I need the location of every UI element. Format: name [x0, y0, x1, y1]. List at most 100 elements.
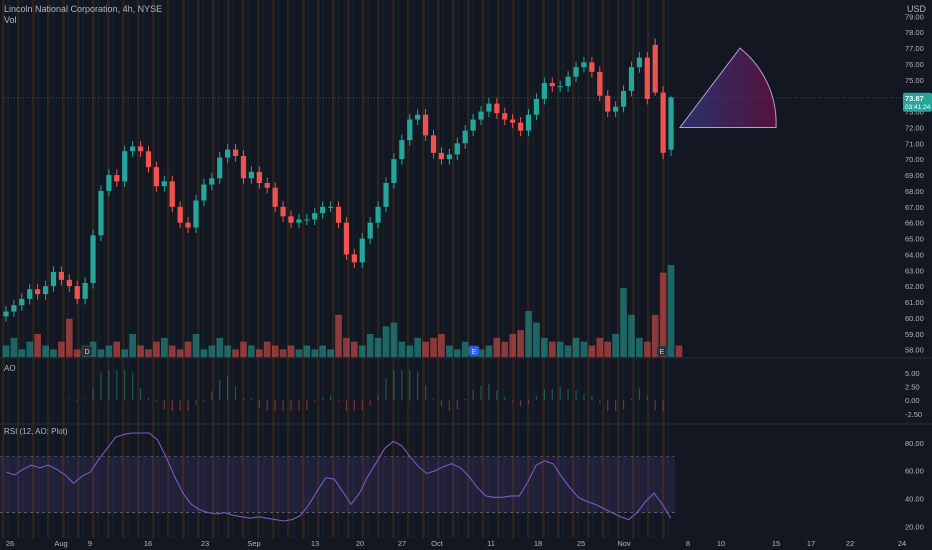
- volume-bar: [533, 322, 540, 357]
- price-tick-label: 66.00: [905, 219, 924, 228]
- ao-bar: [195, 400, 197, 405]
- session-stripe: [512, 0, 515, 538]
- price-tick-label: 58.00: [905, 346, 924, 355]
- candle-body: [42, 286, 49, 295]
- volume-bar: [10, 337, 18, 357]
- ao-bar: [456, 400, 458, 410]
- session-stripe: [182, 0, 185, 538]
- session-stripe: [247, 0, 250, 538]
- session-stripe: [217, 0, 220, 538]
- ao-bar: [274, 400, 276, 412]
- session-stripe: [502, 0, 505, 538]
- session-stripe: [337, 0, 340, 538]
- volume-bar: [176, 349, 184, 357]
- ao-bar: [464, 398, 466, 401]
- earnings-icon[interactable]: E: [468, 345, 480, 357]
- ao-bar: [385, 378, 387, 401]
- symbol-title[interactable]: Lincoln National Corporation, 4h, NYSE: [4, 4, 163, 14]
- candle-body: [201, 184, 207, 201]
- ao-bar: [84, 399, 86, 401]
- session-stripe: [652, 0, 655, 538]
- candle-body: [573, 67, 579, 77]
- session-stripe: [127, 0, 130, 538]
- volume-bar: [628, 314, 635, 357]
- session-stripe: [187, 0, 190, 538]
- time-tick-label: 26: [6, 539, 14, 548]
- session-stripe: [367, 0, 370, 538]
- candle-body: [383, 183, 389, 207]
- dividend-icon[interactable]: D: [81, 345, 93, 357]
- ao-bar: [472, 389, 474, 401]
- ao-bar: [543, 388, 545, 401]
- candle-body: [11, 305, 17, 312]
- price-badge-box: [903, 92, 932, 112]
- ao-bar: [329, 395, 332, 401]
- rsi-line: [6, 432, 672, 522]
- volume-pane: [2, 265, 683, 357]
- session-stripe: [527, 0, 530, 538]
- session-stripe: [287, 0, 290, 538]
- volume-bar: [121, 349, 129, 357]
- ao-bar: [298, 400, 300, 412]
- volume-bar: [414, 337, 422, 357]
- price-tick-label: 78.00: [905, 28, 924, 37]
- volume-bar: [335, 314, 342, 357]
- session-stripe: [212, 0, 215, 538]
- session-stripe: [242, 0, 245, 538]
- session-stripe: [262, 0, 265, 538]
- volume-bar: [643, 341, 651, 357]
- candle-body: [145, 151, 152, 168]
- candle-body: [668, 97, 674, 150]
- ao-bar: [290, 400, 292, 412]
- ao-legend: AO: [4, 364, 16, 373]
- ao-bar: [662, 400, 664, 412]
- ao-bar: [337, 400, 340, 402]
- candle-body: [470, 119, 476, 131]
- session-stripe: [17, 0, 20, 538]
- ao-bar: [282, 400, 284, 412]
- volume-bar: [477, 349, 485, 357]
- candle-body: [114, 175, 120, 182]
- ao-bar: [76, 400, 78, 402]
- candle-body: [264, 183, 270, 188]
- time-tick-label: 11: [487, 539, 495, 548]
- volume-bar: [279, 349, 287, 357]
- session-stripe: [37, 0, 40, 538]
- ao-bar: [535, 395, 538, 401]
- price-badge-value: 73.87: [905, 94, 924, 103]
- projection-drawing[interactable]: [678, 47, 777, 128]
- volume-legend[interactable]: Vol: [4, 15, 17, 25]
- volume-bar: [160, 337, 168, 357]
- volume-bar: [263, 341, 271, 357]
- candle-body: [169, 181, 175, 207]
- ao-tick-label: 0.00: [905, 396, 920, 405]
- earnings-icon[interactable]: E: [656, 345, 668, 357]
- candle-body: [644, 57, 650, 99]
- session-stripe: [382, 0, 385, 538]
- ao-bar: [306, 400, 308, 410]
- candle-body: [549, 83, 555, 87]
- candle-body: [581, 62, 587, 68]
- volume-bar: [216, 337, 224, 357]
- ao-bar: [638, 388, 640, 401]
- session-stripe: [77, 0, 80, 538]
- volume-bar: [105, 345, 113, 357]
- candle-body: [597, 71, 603, 96]
- ao-bar: [432, 398, 435, 401]
- session-stripe: [457, 0, 460, 538]
- time-tick-label: 18: [534, 539, 542, 548]
- volume-bar: [493, 337, 501, 357]
- time-tick-label: 27: [398, 539, 406, 548]
- session-stripe: [307, 0, 310, 538]
- ao-bar: [520, 400, 522, 407]
- price-pane: [2, 38, 905, 322]
- session-stripe: [47, 0, 50, 538]
- volume-bar: [168, 345, 176, 357]
- candle-body: [557, 86, 563, 88]
- session-stripe: [392, 0, 395, 538]
- ao-bar: [607, 400, 609, 411]
- volume-bar: [351, 341, 358, 357]
- volume-bar: [430, 337, 437, 357]
